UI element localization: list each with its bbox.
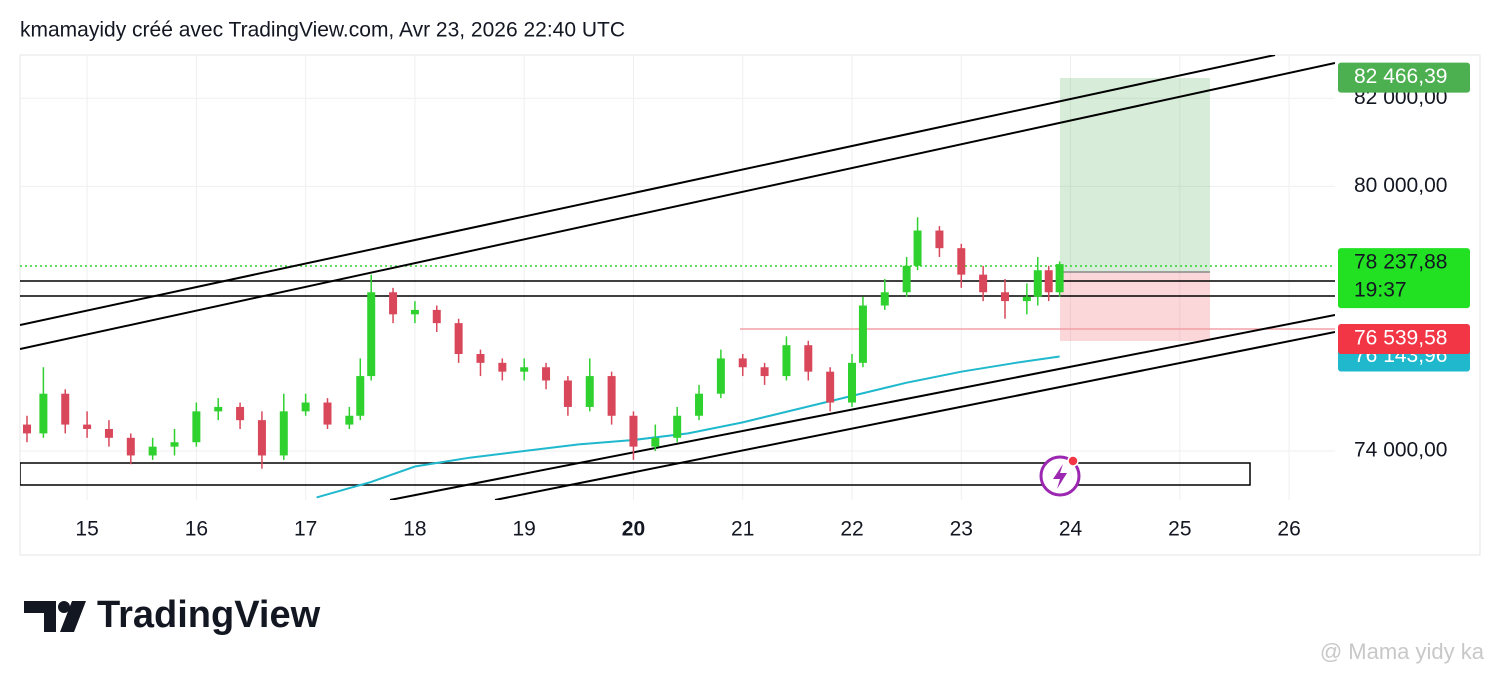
candle-body	[913, 230, 922, 266]
candle-body	[542, 367, 551, 381]
range-box	[20, 462, 1251, 486]
y-tick-label: 74 000,00	[1354, 439, 1447, 462]
moving-average	[316, 355, 1060, 499]
candle-body	[356, 376, 365, 416]
watermark: @ Mama yidy ka	[1320, 639, 1485, 664]
candle-body	[1055, 264, 1064, 293]
candle-body	[695, 393, 704, 416]
candle-body	[1022, 296, 1031, 302]
candle-body	[279, 411, 288, 456]
candle-body	[738, 358, 747, 368]
candle-body	[1044, 270, 1053, 293]
candle-body	[782, 345, 791, 377]
price-label-box	[1338, 248, 1470, 309]
x-tick-label: 17	[294, 518, 317, 541]
y-tick-label: 80 000,00	[1354, 174, 1447, 197]
candle-body	[301, 402, 310, 412]
candle-body	[22, 424, 31, 434]
price-label-box	[1338, 324, 1470, 355]
price-label: 82 466,39	[1354, 65, 1447, 88]
candle-body	[858, 305, 867, 363]
candle-body	[323, 402, 332, 425]
candle-body	[804, 345, 813, 372]
trend-line	[389, 314, 1335, 500]
candle-body	[880, 292, 889, 306]
candle-body	[410, 309, 419, 315]
axis-labels: 15 16 17 18 19 20 21 22 23 24 25 26 74 000,00 80 000,…	[75, 62, 1470, 541]
price-label-box	[1338, 62, 1470, 93]
drawings	[20, 55, 1335, 500]
candle-body	[476, 354, 485, 363]
x-tick-label: 15	[75, 518, 98, 541]
trend-line	[494, 331, 1335, 500]
chart-frame	[19, 54, 1481, 556]
candle-body	[629, 415, 638, 447]
candle-body	[585, 376, 594, 407]
candle-body	[126, 437, 135, 456]
candle-body	[257, 420, 266, 456]
candle-body	[826, 371, 835, 403]
x-tick-label: 26	[1277, 518, 1300, 541]
candle-body	[214, 406, 223, 412]
x-tick-label: 23	[950, 518, 973, 541]
candle-body	[607, 376, 616, 416]
x-tick-label: 16	[185, 518, 208, 541]
alert-icon	[1039, 455, 1081, 497]
candle-body	[367, 292, 376, 377]
candle-body	[61, 393, 70, 425]
candle-body	[345, 415, 354, 425]
x-tick-label: 18	[403, 518, 426, 541]
candle-body	[104, 428, 113, 438]
stop-zone	[1060, 272, 1210, 341]
candle-body	[935, 230, 944, 249]
candle-body	[170, 442, 179, 447]
x-tick-label: 19	[513, 518, 536, 541]
target-zone	[1060, 78, 1210, 272]
candle-body	[1033, 270, 1042, 297]
candle-body	[389, 292, 398, 315]
countdown: 19:37	[1354, 279, 1407, 302]
candle-body	[39, 393, 48, 434]
x-tick-label: 25	[1168, 518, 1191, 541]
candle-body	[454, 323, 463, 355]
candle-body	[192, 411, 201, 443]
x-tick-label: 24	[1059, 518, 1083, 541]
series	[22, 217, 1064, 499]
candle-body	[673, 415, 682, 438]
candle-body	[148, 446, 157, 456]
candle-body	[1000, 292, 1009, 302]
candle-body	[716, 358, 725, 394]
x-tick-label: 20	[622, 518, 645, 541]
candle-body	[563, 380, 572, 407]
brand: TradingView	[97, 594, 321, 636]
brand-logo: TradingView	[24, 594, 321, 636]
trend-line	[20, 62, 1335, 350]
x-tick-label: 22	[840, 518, 863, 541]
candle-body	[498, 362, 507, 372]
price-label: 78 237,88	[1354, 251, 1447, 274]
candle-body	[83, 424, 92, 429]
candle-body	[848, 362, 857, 403]
candle-body	[651, 437, 660, 447]
candle-body	[957, 248, 966, 275]
candle-body	[979, 274, 988, 293]
candle-body	[432, 309, 441, 324]
candle-body	[902, 265, 911, 293]
grid	[20, 55, 1335, 500]
candle-body	[520, 367, 529, 372]
header: kmamayidy créé avec TradingView.com, Avr…	[20, 19, 625, 42]
candle-body	[760, 367, 769, 377]
x-tick-label: 21	[731, 518, 754, 541]
price-label: 76 539,58	[1354, 327, 1447, 350]
trend-line	[20, 55, 1276, 326]
candle-body	[236, 406, 245, 421]
